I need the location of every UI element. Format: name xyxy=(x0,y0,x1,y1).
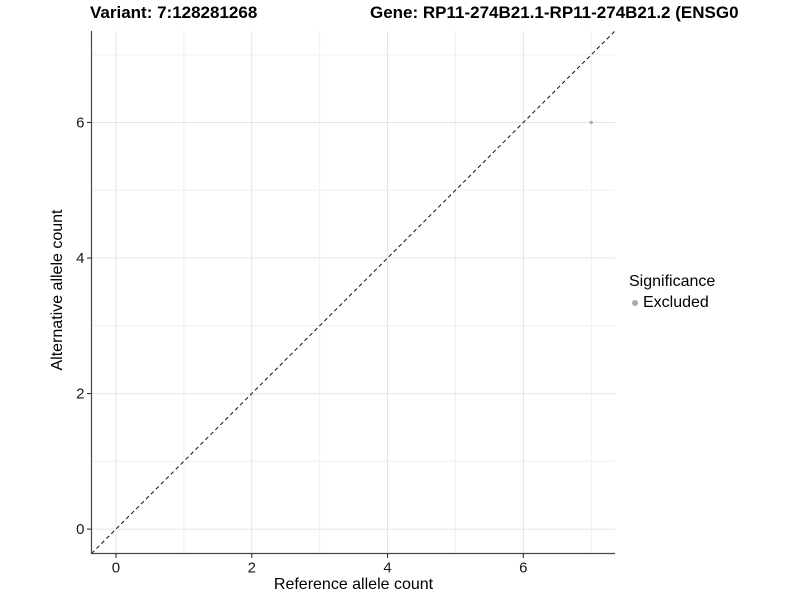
y-tick-label: 2 xyxy=(76,386,84,403)
excluded-point-icon xyxy=(632,300,638,306)
legend-title: Significance xyxy=(629,273,716,290)
y-axis-title: Alternative allele count xyxy=(49,209,66,371)
identity-line xyxy=(91,30,616,554)
variant-title: Variant: 7:128281268 xyxy=(90,3,258,22)
x-tick-label: 4 xyxy=(383,560,391,577)
data-point xyxy=(589,120,593,125)
x-tick-label: 2 xyxy=(248,560,256,577)
x-axis-title: Reference allele count xyxy=(273,576,434,593)
legend: Significance Excluded xyxy=(629,272,715,312)
x-tick-label: 0 xyxy=(112,560,120,577)
y-tick-label: 0 xyxy=(76,521,84,538)
legend-item-excluded: Excluded xyxy=(629,294,715,312)
y-tick-label: 6 xyxy=(76,114,84,131)
gene-title: Gene: RP11-274B21.1-RP11-274B21.2 (ENSG0 xyxy=(370,3,739,22)
legend-item-label: Excluded xyxy=(643,294,709,311)
x-tick-label: 6 xyxy=(519,560,527,577)
y-tick-label: 4 xyxy=(76,250,84,267)
